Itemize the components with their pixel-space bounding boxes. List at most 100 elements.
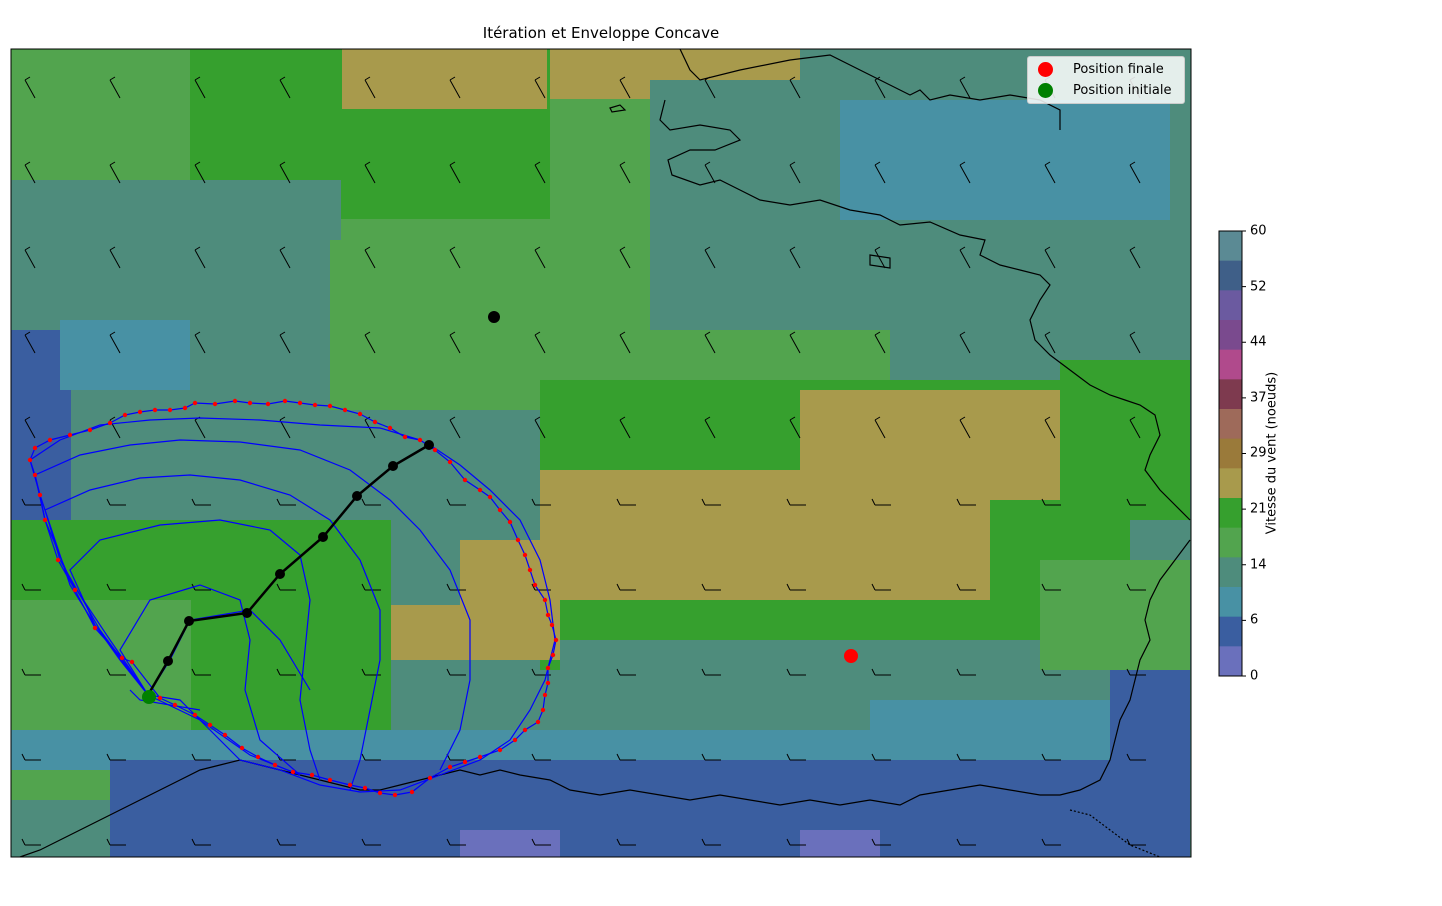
colorbar-tick: 60	[1250, 223, 1267, 239]
wind-barb	[619, 416, 631, 439]
field-patch	[110, 760, 1190, 857]
wind-barb	[1044, 416, 1056, 439]
path-node	[424, 440, 434, 450]
wind-barb	[449, 331, 461, 354]
envelope-point	[222, 732, 228, 738]
wind-barb	[364, 246, 376, 269]
path-node	[275, 569, 285, 579]
envelope-point	[167, 407, 173, 413]
envelope-point	[312, 402, 318, 408]
colorbar-tick: 37	[1250, 390, 1267, 406]
wind-barb	[24, 331, 36, 354]
wind-barb	[106, 668, 126, 676]
field-patch	[840, 100, 1170, 220]
chart-title: Itération et Enveloppe Concave	[482, 24, 720, 42]
envelope-point	[342, 407, 348, 413]
wind-barb	[531, 753, 551, 761]
wind-barb	[191, 498, 211, 506]
envelope-point	[532, 582, 538, 588]
envelope-point	[72, 587, 78, 593]
initial-position-marker	[142, 690, 156, 704]
wind-barb	[1041, 498, 1061, 506]
envelope-point	[522, 727, 528, 733]
wind-barb	[21, 498, 41, 506]
wind-barb	[361, 583, 381, 591]
wind-barb	[364, 331, 376, 354]
path-node	[163, 656, 173, 666]
envelope-point	[392, 792, 398, 798]
colorbar	[1218, 230, 1246, 677]
wind-barb	[701, 583, 721, 591]
colorbar-segment	[1219, 527, 1242, 558]
wind-barb	[704, 246, 716, 269]
wind-barb	[361, 498, 381, 506]
envelope-point	[309, 772, 315, 778]
wind-barb	[789, 331, 801, 354]
envelope-point	[462, 477, 468, 483]
wind-barb	[874, 416, 886, 439]
envelope-point	[297, 400, 303, 406]
wind-barb	[1129, 416, 1141, 439]
wind-barbs	[21, 76, 1146, 846]
wind-barb	[191, 668, 211, 676]
wind-barb	[616, 498, 636, 506]
field-patch	[11, 180, 341, 330]
wind-barb	[361, 753, 381, 761]
colorbar-segment	[1219, 438, 1242, 469]
envelope-point	[192, 712, 198, 718]
wind-barb	[276, 668, 296, 676]
concave-envelope	[27, 398, 559, 798]
wind-barb	[1126, 753, 1146, 761]
envelope-point	[119, 655, 125, 661]
envelope-point	[512, 737, 518, 743]
wind-barb	[109, 161, 121, 184]
envelope-point	[92, 625, 98, 631]
envelope-point	[432, 447, 438, 453]
wind-barb	[786, 838, 806, 846]
envelope-point	[542, 597, 548, 603]
envelope-point	[42, 517, 48, 523]
field-patch	[540, 470, 990, 600]
wind-barb	[704, 331, 716, 354]
wind-barb	[619, 246, 631, 269]
field-patch	[342, 49, 547, 109]
wind-barb	[871, 838, 891, 846]
envelope-point	[212, 401, 218, 407]
colorbar-segment	[1219, 468, 1242, 499]
envelope-point	[387, 425, 393, 431]
wind-barb	[701, 753, 721, 761]
wind-barb	[24, 246, 36, 269]
legend-label-initial: Position initiale	[1073, 82, 1172, 98]
wind-barb	[194, 161, 206, 184]
wind-barb	[1041, 753, 1061, 761]
envelope-point	[172, 702, 178, 708]
wind-barb	[871, 583, 891, 591]
envelope-point	[157, 695, 163, 701]
colorbar-segment	[1219, 379, 1242, 410]
envelope-point	[545, 665, 551, 671]
colorbar-segment	[1219, 231, 1242, 262]
wind-barb	[1126, 498, 1146, 506]
wind-barb	[279, 416, 291, 439]
envelope-point	[535, 719, 541, 725]
envelope-point	[107, 420, 113, 426]
envelope-point	[497, 507, 503, 513]
map-area	[11, 49, 1191, 857]
colorbar-tick: 0	[1250, 668, 1259, 684]
envelope-point	[487, 494, 493, 500]
envelope-point	[549, 622, 555, 628]
wind-barb	[191, 838, 211, 846]
envelope-point	[137, 409, 143, 415]
wind-barb	[956, 498, 976, 506]
wind-barb	[21, 838, 41, 846]
envelope-point	[192, 400, 198, 406]
wind-barb	[276, 838, 296, 846]
wind-barb	[449, 161, 461, 184]
envelope-point	[87, 427, 93, 433]
wind-barb	[786, 498, 806, 506]
wind-barb	[1041, 838, 1061, 846]
wind-barb	[956, 668, 976, 676]
coastline	[19, 49, 1191, 857]
wind-barb	[446, 498, 466, 506]
